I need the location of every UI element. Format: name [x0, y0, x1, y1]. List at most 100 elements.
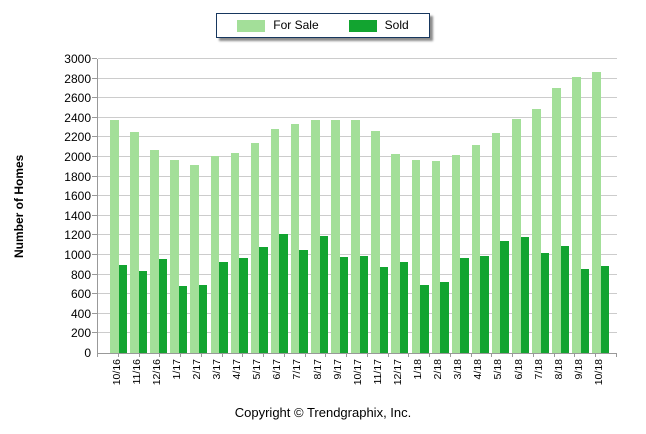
y-tick-label: 600: [70, 287, 91, 302]
bar-for-sale: [230, 153, 240, 353]
bar-for-sale: [290, 123, 300, 353]
bar-for-sale: [592, 71, 601, 353]
x-tick-label: 1/18: [412, 359, 424, 380]
bar-for-sale: [190, 164, 199, 353]
x-tick-label: 2/18: [432, 359, 445, 380]
x-tick-label: 4/17: [231, 359, 244, 380]
y-tick-label: 2200: [64, 130, 91, 145]
bar-for-sale: [210, 156, 219, 353]
plot-area: [92, 58, 617, 354]
x-tick: [97, 353, 98, 357]
x-tick: [491, 353, 493, 357]
x-tick: [595, 353, 597, 357]
x-tick: [283, 353, 285, 357]
x-tick: [159, 353, 161, 357]
x-tick: [366, 353, 368, 357]
bar-sold: [158, 258, 168, 353]
bar-sold: [279, 234, 288, 353]
bar-for-sale: [250, 143, 260, 353]
bar-for-sale: [391, 154, 400, 353]
x-tick-label: 10/16: [110, 359, 123, 386]
legend-box: For Sale Sold: [216, 13, 430, 38]
bar-for-sale: [552, 88, 561, 353]
gridline: [98, 58, 617, 59]
y-tick-label: 1600: [64, 189, 91, 204]
y-tick: [92, 175, 97, 177]
bar-sold: [138, 270, 148, 353]
x-tick: [512, 353, 514, 357]
x-tick: [387, 353, 389, 357]
y-tick: [92, 332, 97, 334]
y-tick: [92, 254, 97, 255]
bar-for-sale: [170, 159, 179, 353]
x-tick: [117, 353, 119, 357]
y-tick-label: 0: [84, 346, 91, 360]
x-tick: [449, 353, 451, 357]
bar-sold: [259, 247, 268, 353]
bar-sold: [440, 282, 449, 353]
bar-for-sale: [512, 118, 521, 353]
x-tick-label: 3/17: [211, 359, 223, 380]
x-tick: [263, 353, 265, 357]
bar-sold: [299, 250, 308, 353]
x-tick-label: 5/18: [492, 359, 505, 380]
y-tick-label: 1400: [64, 208, 91, 223]
bar-sold: [480, 255, 489, 353]
x-tick-label: 10/17: [351, 359, 364, 386]
bar-for-sale: [471, 145, 481, 353]
x-tick-label: 3/18: [452, 359, 465, 380]
bar-for-sale: [451, 155, 461, 353]
y-tick: [92, 156, 97, 157]
x-tick: [470, 353, 472, 357]
x-tick-label: 7/17: [291, 359, 304, 380]
y-tick-label: 3000: [64, 52, 91, 66]
for-sale-swatch: [237, 19, 266, 32]
x-tick-label: 6/18: [512, 359, 525, 380]
y-tick-label: 2600: [64, 91, 91, 106]
bar-for-sale: [130, 131, 139, 353]
bar-for-sale: [150, 150, 159, 353]
y-tick: [92, 234, 97, 236]
bar-sold: [560, 246, 570, 353]
y-tick: [92, 293, 97, 295]
bar-sold: [420, 285, 429, 353]
bar-sold: [198, 285, 208, 353]
y-tick: [92, 195, 97, 197]
x-tick: [138, 353, 140, 357]
x-tick-label: 12/16: [150, 359, 163, 386]
y-tick-label: 2400: [64, 110, 91, 125]
bar-sold: [359, 255, 369, 353]
x-tick-label: 12/17: [391, 359, 404, 386]
x-tick: [553, 353, 555, 357]
gridline: [98, 116, 617, 118]
x-tick-label: 5/17: [251, 359, 264, 380]
bar-for-sale: [311, 119, 320, 353]
x-tick: [304, 353, 306, 357]
y-tick: [92, 97, 97, 99]
y-tick-label: 2000: [64, 150, 91, 164]
gridline: [98, 97, 617, 99]
x-tick: [346, 353, 348, 357]
bar-for-sale: [110, 119, 119, 353]
x-tick-label: 1/17: [170, 359, 183, 380]
sold-swatch: [348, 19, 377, 32]
x-tick: [532, 353, 534, 357]
y-tick-label: 800: [70, 267, 91, 282]
gridline: [98, 77, 617, 79]
bar-sold: [540, 253, 550, 353]
bar-sold: [580, 268, 590, 353]
x-tick-label: 6/17: [271, 359, 284, 380]
y-tick: [92, 77, 97, 79]
x-tick-label: 11/16: [130, 359, 143, 385]
x-axis-tick-labels: 10/16 11/16 12/16 1/17 2/17 3/17 4/17 5/17 6/17 7…: [97, 359, 616, 401]
bar-for-sale: [491, 132, 501, 353]
bar-sold: [339, 256, 349, 353]
bar-for-sale: [371, 130, 380, 353]
y-tick: [92, 136, 97, 138]
bar-for-sale: [572, 76, 581, 353]
bar-sold: [319, 236, 328, 353]
x-tick: [616, 353, 617, 357]
x-tick: [408, 353, 410, 357]
bar-sold: [178, 286, 188, 353]
